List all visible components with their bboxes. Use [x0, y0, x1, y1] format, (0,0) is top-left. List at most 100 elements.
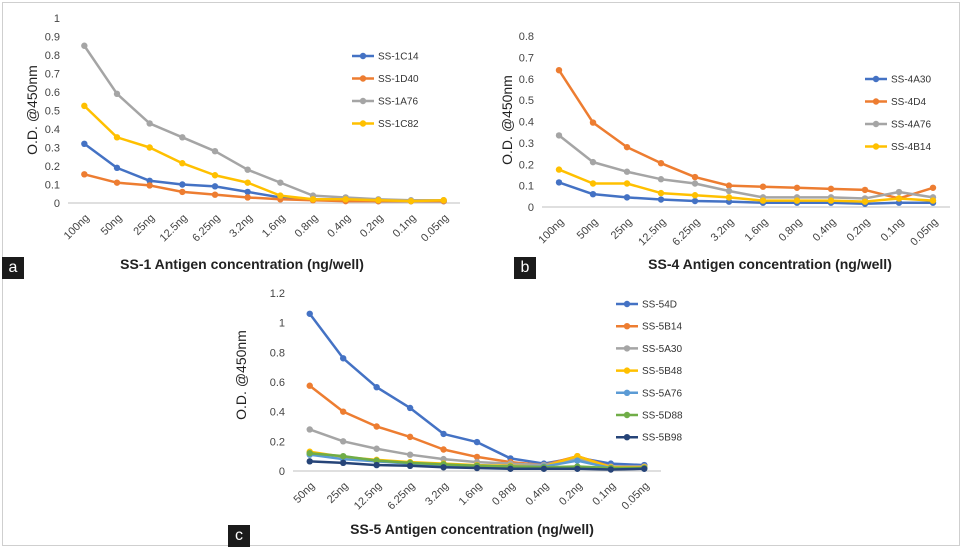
data-point	[929, 184, 937, 191]
data-point	[440, 430, 447, 438]
legend-label: SS-5A76	[642, 388, 682, 399]
series-line-1-1	[557, 69, 934, 200]
data-point	[81, 102, 88, 110]
data-point	[81, 140, 88, 147]
x-tick-label: 3.2ng	[709, 216, 737, 244]
legend-marker	[872, 98, 880, 105]
x-tick-label: 0.8ng	[777, 216, 805, 244]
data-point	[406, 462, 414, 470]
series-line-0-0	[83, 142, 444, 203]
y-tick-label: 0.6	[519, 74, 534, 86]
panel-label-b: b	[514, 257, 536, 279]
y-tick-label: 0.7	[519, 52, 534, 64]
x-axis-title: SS-5 Antigen concentration (ng/well)	[350, 521, 594, 537]
x-tick-label: 12.5ng	[158, 212, 190, 244]
legend-marker	[872, 120, 880, 128]
x-tick-label: 6.25ng	[385, 480, 417, 512]
y-axis-title: O.D. @450nm	[233, 330, 249, 420]
legend-marker	[623, 345, 631, 352]
data-point	[827, 197, 835, 204]
chart-1: 0 0.1 0.2 0.3 0.4 0.5 0.6 0.7 0.8 100ng 50ng 25ng 12…	[499, 31, 950, 272]
legend-label: SS-1D40	[378, 74, 419, 85]
data-point	[793, 197, 801, 204]
data-point	[555, 179, 563, 186]
data-point	[607, 466, 615, 473]
legend-label: SS-5A30	[642, 344, 682, 355]
data-point	[555, 132, 563, 139]
x-tick-label: 3.2ng	[423, 480, 451, 508]
data-point	[277, 192, 284, 199]
data-point	[623, 194, 631, 201]
y-tick-label: 0	[528, 202, 534, 214]
data-point	[657, 176, 665, 183]
data-point	[309, 196, 317, 203]
data-point	[657, 159, 665, 167]
legend-marker	[872, 75, 880, 83]
data-point	[691, 192, 699, 199]
legend-marker	[359, 120, 367, 127]
x-tick-label: 0.05ng	[908, 216, 940, 248]
legend-label: SS-54D	[642, 300, 677, 311]
data-point	[373, 423, 380, 430]
data-point	[589, 119, 597, 126]
data-point	[146, 182, 153, 189]
y-tick-label: 0.4	[519, 117, 534, 129]
data-point	[373, 457, 380, 464]
data-point	[179, 181, 186, 188]
data-point	[473, 453, 481, 461]
series-line-0-3	[83, 104, 444, 203]
legend-label: SS-1C82	[378, 119, 419, 130]
data-point	[895, 195, 903, 202]
y-tick-label: 0.2	[45, 161, 60, 173]
data-point	[623, 168, 631, 175]
y-tick-label: 0.2	[519, 159, 534, 171]
x-tick-label: 100ng	[536, 216, 566, 246]
y-tick-label: 0.3	[45, 143, 60, 155]
legend-label: SS-5D88	[642, 411, 683, 422]
x-tick-label: 6.25ng	[670, 216, 702, 248]
x-axis-title: SS-1 Antigen concentration (ng/well)	[120, 256, 364, 272]
y-tick-label: 0.8	[45, 50, 60, 62]
data-point	[342, 196, 349, 203]
data-point	[657, 189, 665, 197]
y-tick-label: 1	[279, 318, 285, 330]
series-line-1-2	[558, 134, 934, 200]
legend-label: SS-4B14	[891, 142, 931, 153]
x-tick-label: 0.1ng	[391, 212, 419, 240]
data-point	[759, 183, 767, 190]
legend-label: SS-5B48	[642, 366, 682, 377]
data-point	[589, 190, 597, 198]
data-point	[555, 67, 563, 74]
x-tick-label: 25ng	[325, 480, 351, 506]
data-point	[339, 452, 347, 460]
data-point	[657, 196, 665, 203]
x-tick-label: 0.2ng	[557, 480, 585, 508]
x-tick-label: 50ng	[575, 216, 601, 242]
y-tick-label: 0	[279, 466, 285, 478]
chart-0: 0 0.1 0.2 0.3 0.4 0.5 0.6 0.7 0.8 0.9 1 100ng 50ng 25…	[24, 13, 460, 272]
data-point	[244, 179, 251, 186]
x-tick-label: 0.2ng	[845, 216, 873, 244]
y-tick-label: 0.4	[45, 124, 60, 136]
y-tick-label: 0.8	[270, 347, 285, 359]
x-tick-label: 25ng	[131, 212, 157, 238]
data-point	[827, 185, 835, 193]
x-tick-label: 3.2ng	[227, 212, 255, 240]
data-point	[725, 187, 733, 195]
legend-marker	[623, 411, 631, 419]
data-point	[211, 172, 219, 179]
data-point	[406, 433, 414, 441]
data-point	[623, 180, 631, 187]
y-tick-label: 0.6	[270, 377, 285, 389]
y-tick-label: 0.1	[45, 180, 60, 192]
data-point	[339, 438, 347, 445]
x-tick-label: 0.8ng	[293, 212, 321, 240]
data-point	[691, 180, 699, 187]
data-point	[574, 457, 581, 464]
data-point	[540, 465, 548, 472]
data-point	[861, 198, 869, 205]
x-tick-label: 0.1ng	[590, 480, 618, 508]
data-point	[244, 188, 251, 196]
data-point	[113, 164, 121, 172]
